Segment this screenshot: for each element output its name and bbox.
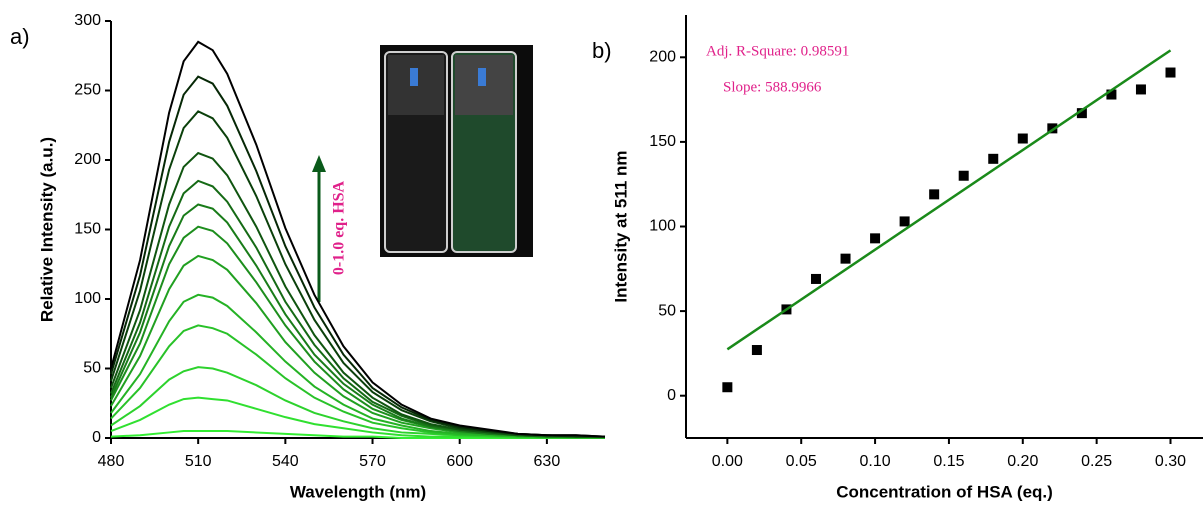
x-tick-label: 0.15: [933, 453, 964, 470]
point: [751, 345, 762, 356]
x-tick-label: 510: [185, 453, 212, 470]
point: [899, 216, 910, 227]
y-tick-label: 100: [649, 218, 676, 235]
annotation: Adj. R-Square: 0.98591: [706, 43, 849, 59]
point: [840, 253, 851, 264]
point: [988, 153, 999, 164]
x-tick-label: 0.25: [1081, 453, 1112, 470]
line: [110, 396, 605, 439]
line: [110, 40, 606, 438]
x-tick-label: 0.30: [1155, 453, 1186, 470]
panel-label: b): [592, 38, 612, 63]
y-tick-label: 50: [658, 302, 676, 319]
line: [726, 49, 1172, 351]
point: [929, 189, 940, 200]
y-tick-label: 50: [83, 360, 101, 377]
y-tick-label: 150: [74, 221, 101, 238]
x-tick-label: 570: [359, 453, 386, 470]
point: [870, 233, 881, 244]
annotation: Slope: 588.9966: [723, 79, 822, 95]
y-tick-label: 0: [92, 429, 101, 446]
x-tick-label: 600: [446, 453, 473, 470]
x-tick-label: 480: [98, 453, 125, 470]
x-axis-label: Wavelength (nm): [290, 482, 426, 501]
point: [1165, 67, 1176, 78]
y-tick-label: 100: [74, 290, 101, 307]
logo: [478, 68, 486, 86]
x-tick-label: 0.20: [1007, 453, 1038, 470]
point: [1106, 89, 1117, 100]
y-tick-label: 250: [74, 82, 101, 99]
point: [958, 170, 969, 181]
point: [810, 273, 821, 284]
point: [1047, 123, 1058, 134]
y-tick-label: 200: [74, 151, 101, 168]
x-tick-label: 540: [272, 453, 299, 470]
y-tick-label: 300: [74, 12, 101, 29]
annotation: 0-1.0 eq. HSA: [331, 180, 348, 275]
x-axis-label: Concentration of HSA (eq.): [836, 482, 1053, 501]
point: [1017, 133, 1028, 144]
x-tick-label: 0.10: [860, 453, 891, 470]
point: [1076, 108, 1087, 119]
line: [110, 324, 605, 439]
point: [1135, 84, 1146, 95]
y-tick-label: 150: [649, 133, 676, 150]
arrow-head: [312, 155, 326, 172]
x-tick-label: 630: [534, 453, 561, 470]
y-axis-label: Intensity at 511 nm: [611, 150, 630, 302]
logo: [410, 68, 418, 86]
line: [110, 151, 605, 438]
point: [722, 382, 733, 393]
line: [110, 293, 606, 439]
x-tick-label: 0.00: [712, 453, 743, 470]
y-tick-label: 200: [649, 49, 676, 66]
y-axis-label: Relative Intensity (a.u.): [37, 137, 56, 322]
y-tick-label: 0: [667, 387, 676, 404]
x-tick-label: 0.05: [786, 453, 817, 470]
line: [110, 254, 605, 438]
inset-photo: [380, 45, 533, 257]
panel-label: a): [10, 24, 30, 49]
